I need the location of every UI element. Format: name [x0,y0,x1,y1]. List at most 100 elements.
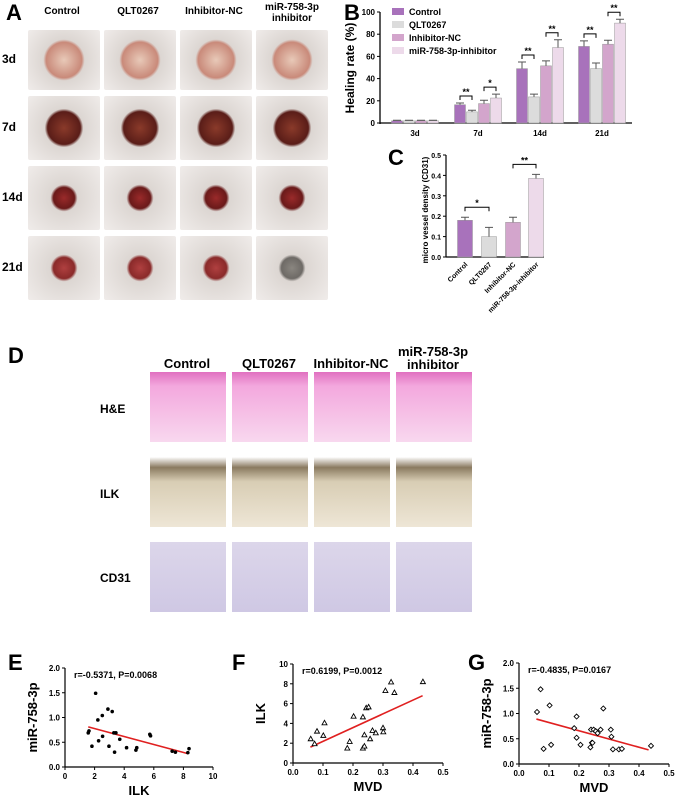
x-tick-label: 0.3 [377,768,389,777]
significance-label: ** [586,25,594,35]
legend-label: Control [409,7,441,17]
data-point [186,750,190,755]
photo-row-label: 21d [2,260,23,274]
y-tick-label: 80 [366,30,375,39]
scatter-f: 0.0 0.1 0.2 0.3 0.4 0.5 0 2 4 6 8 10 MVD ILK r=0.6199,… [253,660,449,794]
x-tick-label: 7d [473,129,482,138]
error-bar [554,39,562,48]
regression-line [536,718,649,751]
error-bar [616,18,624,24]
data-point [573,734,580,741]
wound-photo [104,166,176,230]
data-point [96,718,100,722]
x-tick-label: 0.3 [603,769,615,778]
data-point [597,726,604,733]
y-tick-label: 0.0 [431,255,441,262]
data-point [589,739,596,746]
error-bar [509,216,517,223]
significance-bracket [607,11,621,17]
x-tick-label: 0.5 [437,768,449,777]
photo-row-label: 14d [2,190,23,204]
correlation-annotation: r=0.6199, P=0.0012 [302,666,382,676]
x-tick-label: 0.4 [407,768,419,777]
error-bar [604,39,612,45]
data-point [134,745,139,750]
bar [540,65,552,124]
wound-photo [256,30,328,90]
histology-column-header: miR-758-3p inhibitor [397,344,469,372]
panel-label-f: F [232,650,246,675]
y-tick-label: 0.1 [431,235,441,242]
wound-photo [256,96,328,160]
data-point [380,728,387,735]
photo-row-label: 3d [2,52,17,66]
data-point [307,735,314,742]
data-point [577,741,584,748]
y-tick-label: 0.5 [49,738,61,747]
error-bar [429,119,437,121]
significance-label: ** [521,155,529,165]
x-tick-label: 0 [63,772,68,781]
bar [403,120,415,124]
data-point [100,713,105,718]
photo-column-header: miR-758-3p inhibitor [265,2,319,24]
wound-photo [28,30,100,90]
bar [466,111,478,124]
legend-label: QLT0267 [409,20,446,30]
y-tick-label: 2 [284,739,289,748]
x-tick-label: 3d [410,129,419,138]
data-point [187,746,191,751]
y-axis-label: miR-758-3p [25,682,40,752]
histology-image [314,457,390,527]
wound-photo [256,166,328,230]
y-tick-label: 0 [284,759,289,768]
error-bar [456,102,464,105]
data-point [313,727,321,734]
data-point [350,712,357,719]
data-point [387,678,395,685]
error-bar [518,61,526,69]
y-tick-label: 0 [371,119,376,128]
bar [602,43,614,124]
bar [528,178,544,258]
significance-bracket [521,54,535,59]
histology-image [150,372,226,442]
bar [481,236,497,258]
panel-label-c: C [388,145,404,170]
error-bar [461,216,469,221]
y-tick-label: 20 [366,97,375,106]
wound-photo [180,96,252,160]
data-point [110,709,115,714]
histology-image [314,542,390,612]
histology-column-header: Inhibitor-NC [313,356,389,371]
significance-bracket [483,86,497,92]
y-axis-label: miR-758-3p [479,678,494,748]
x-tick-label: 0.2 [347,768,359,777]
y-tick-label: 0.5 [431,153,441,160]
data-point [112,750,117,754]
histology-image [232,372,308,442]
y-tick-label: 1.5 [49,689,61,698]
data-point [100,734,105,739]
data-point [618,745,626,752]
x-tick-label: 8 [181,772,186,781]
y-tick-label: 1.5 [503,684,515,693]
y-tick-label: 0.0 [503,760,515,769]
error-bar [468,109,476,112]
x-tick-label: 0.0 [513,769,525,778]
histology-row-label: CD31 [100,571,131,585]
data-point [320,731,327,738]
x-tick-label: 2 [92,772,97,781]
panel-label-d: D [8,343,24,368]
histology-image [396,372,472,442]
bar [490,97,502,124]
wound-photo [28,96,100,160]
scatter-e: 0 2 4 6 8 10 0.0 0.5 1.0 1.5 2.0 ILK miR-758-3p r=-0.… [25,664,218,797]
data-point [344,744,351,751]
histology-image [150,457,226,527]
y-tick-label: 8 [284,680,289,689]
y-tick-label: 0.3 [431,194,441,201]
regression-line [310,694,423,748]
